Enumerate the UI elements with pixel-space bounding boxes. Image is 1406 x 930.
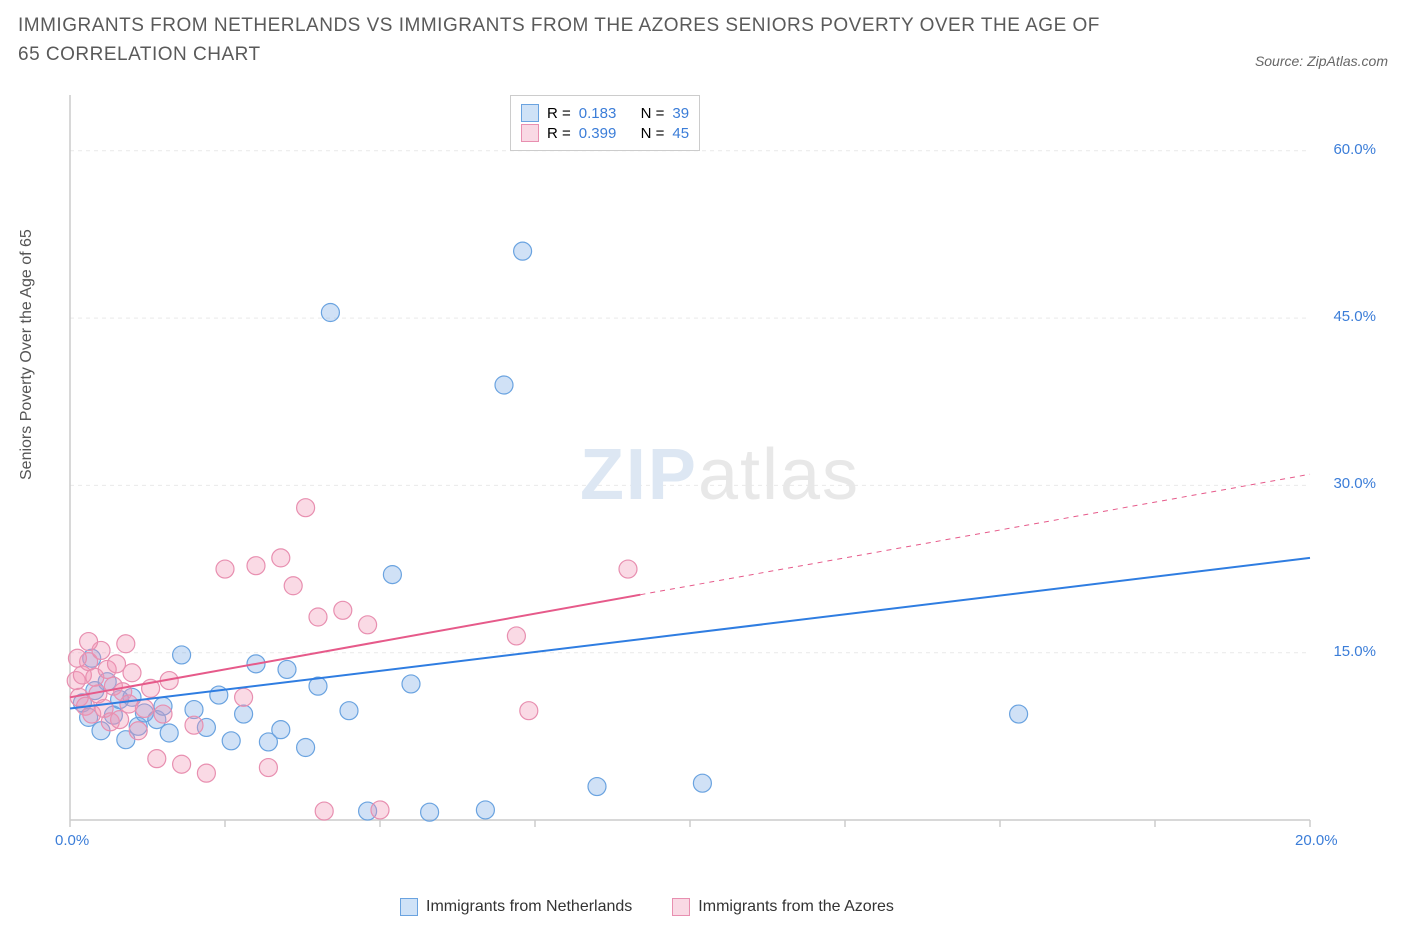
legend-series: Immigrants from Netherlands Immigrants f… — [400, 898, 894, 916]
legend-row-netherlands: R = 0.183 N = 39 — [521, 104, 689, 122]
y-axis-label: Seniors Poverty Over the Age of 65 — [18, 229, 36, 480]
legend-item-azores: Immigrants from the Azores — [672, 898, 894, 916]
legend-label-netherlands: Immigrants from Netherlands — [426, 898, 632, 916]
swatch-azores-icon — [672, 898, 690, 916]
x-tick-label: 0.0% — [55, 832, 89, 849]
legend-item-netherlands: Immigrants from Netherlands — [400, 898, 632, 916]
y-tick-label: 15.0% — [1316, 643, 1376, 660]
swatch-netherlands — [521, 104, 539, 122]
legend-row-azores: R = 0.399 N = 45 — [521, 124, 689, 142]
r-label: R = — [547, 125, 571, 142]
r-value-netherlands: 0.183 — [579, 105, 617, 122]
y-tick-label: 45.0% — [1316, 308, 1376, 325]
swatch-netherlands-icon — [400, 898, 418, 916]
y-tick-label: 30.0% — [1316, 475, 1376, 492]
y-tick-label: 60.0% — [1316, 141, 1376, 158]
source-label: Source: ZipAtlas.com — [1255, 53, 1388, 69]
chart-area: ZIPatlas R = 0.183 N = 39 R = 0.399 N = … — [60, 90, 1380, 860]
chart-title: IMMIGRANTS FROM NETHERLANDS VS IMMIGRANT… — [18, 12, 1118, 69]
legend-correlation: R = 0.183 N = 39 R = 0.399 N = 45 — [510, 95, 700, 151]
x-tick-label: 20.0% — [1295, 832, 1338, 849]
r-value-azores: 0.399 — [579, 125, 617, 142]
n-value-netherlands: 39 — [672, 105, 689, 122]
chart-svg — [60, 90, 1380, 860]
r-label: R = — [547, 105, 571, 122]
n-label: N = — [641, 105, 665, 122]
n-value-azores: 45 — [672, 125, 689, 142]
legend-label-azores: Immigrants from the Azores — [698, 898, 894, 916]
swatch-azores — [521, 124, 539, 142]
n-label: N = — [641, 125, 665, 142]
